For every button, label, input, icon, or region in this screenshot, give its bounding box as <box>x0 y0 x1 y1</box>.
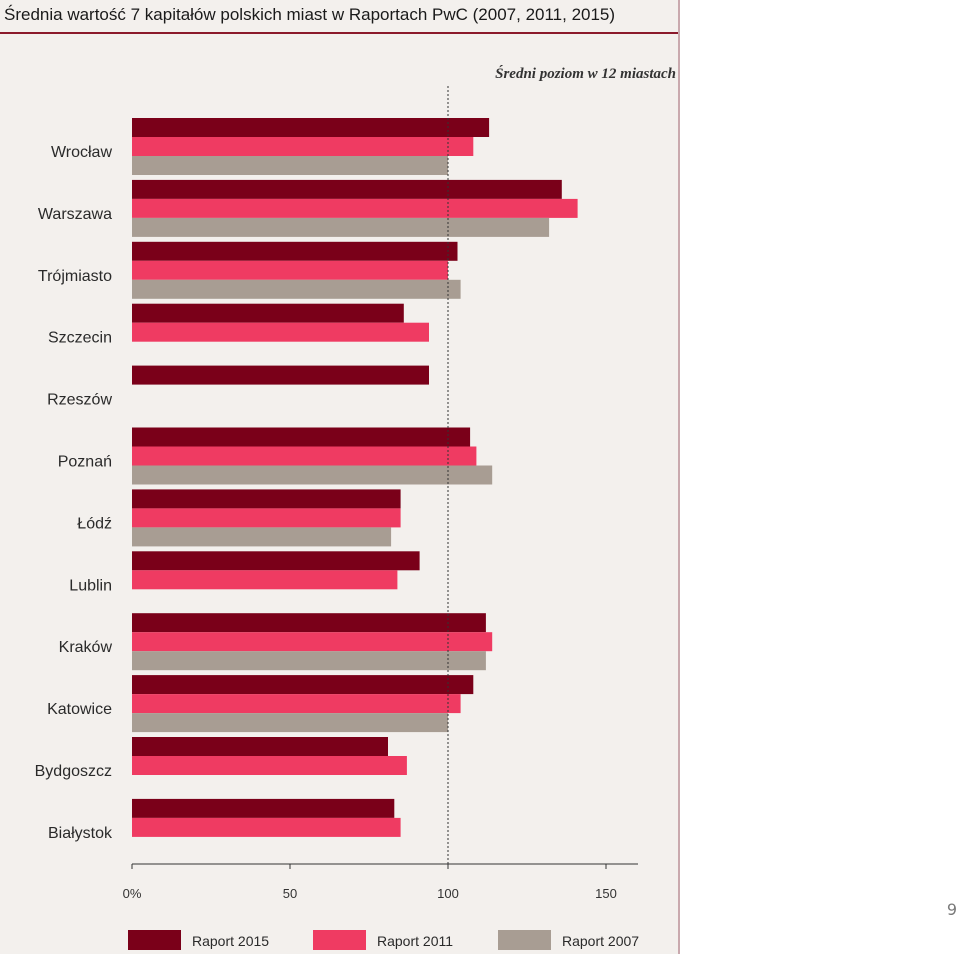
category-label: Łódź <box>77 515 112 532</box>
bar <box>132 713 448 733</box>
bar <box>132 570 398 590</box>
bar <box>132 156 448 175</box>
bar <box>132 465 493 485</box>
bar <box>132 260 448 280</box>
title-rule <box>0 32 680 34</box>
reference-line-group: Średni poziom w 12 miastach <box>447 65 676 864</box>
legend-label: Raport 2015 <box>192 933 269 949</box>
legend: Raport 2015 Raport 2011 Raport 2007 <box>128 930 639 950</box>
category-label: Lublin <box>69 577 112 594</box>
bar <box>132 217 550 237</box>
legend-label: Raport 2007 <box>562 933 639 949</box>
x-tick-label: 100 <box>437 886 459 901</box>
legend-swatch <box>498 930 551 950</box>
bar <box>132 241 458 261</box>
category-label: Szczecin <box>48 330 112 347</box>
page-number: 9 <box>946 900 957 919</box>
bar <box>132 279 461 299</box>
bar <box>132 137 474 156</box>
bar <box>132 303 404 323</box>
bar <box>132 322 429 342</box>
legend-swatch <box>313 930 366 950</box>
bar <box>132 446 477 466</box>
bar <box>132 527 392 547</box>
category-label: Trójmiasto <box>38 268 112 285</box>
bar-chart: Wrocław Warszawa Trójmiasto Szczecin Rzeszów… <box>35 65 676 950</box>
category-label: Białystok <box>48 825 113 842</box>
bar <box>132 737 388 756</box>
x-axis: 0% 50 100 150 <box>123 863 638 901</box>
category-label: Kraków <box>59 639 113 656</box>
bar <box>132 365 429 385</box>
category-label: Bydgoszcz <box>35 763 112 780</box>
bar <box>132 632 493 652</box>
bar <box>132 675 474 695</box>
bar <box>132 817 401 837</box>
category-label: Rzeszów <box>47 392 112 409</box>
bar <box>132 489 401 509</box>
legend-swatch <box>128 930 181 950</box>
bar <box>132 118 490 137</box>
x-tick-label: 150 <box>595 886 617 901</box>
category-labels: Wrocław Warszawa Trójmiasto Szczecin Rzeszów… <box>35 144 113 842</box>
bar <box>132 756 407 775</box>
bars-group <box>132 118 578 837</box>
category-label: Wrocław <box>51 144 112 161</box>
bar <box>132 694 461 714</box>
reference-line-label: Średni poziom w 12 miastach <box>495 65 676 82</box>
bar <box>132 613 486 633</box>
bar <box>132 179 562 199</box>
x-tick-label: 50 <box>283 886 297 901</box>
legend-label: Raport 2011 <box>377 933 453 949</box>
category-label: Poznań <box>58 454 112 471</box>
bar <box>132 798 395 818</box>
panel-right-edge <box>678 0 680 954</box>
bar <box>132 427 471 447</box>
category-label: Katowice <box>47 701 112 718</box>
bar <box>132 651 486 671</box>
x-tick-label: 0% <box>123 886 142 901</box>
category-label: Warszawa <box>38 206 112 223</box>
bar <box>132 551 420 571</box>
chart-title: Średnia wartość 7 kapitałów polskich mia… <box>4 5 616 24</box>
bar <box>132 508 401 528</box>
bar <box>132 198 578 218</box>
